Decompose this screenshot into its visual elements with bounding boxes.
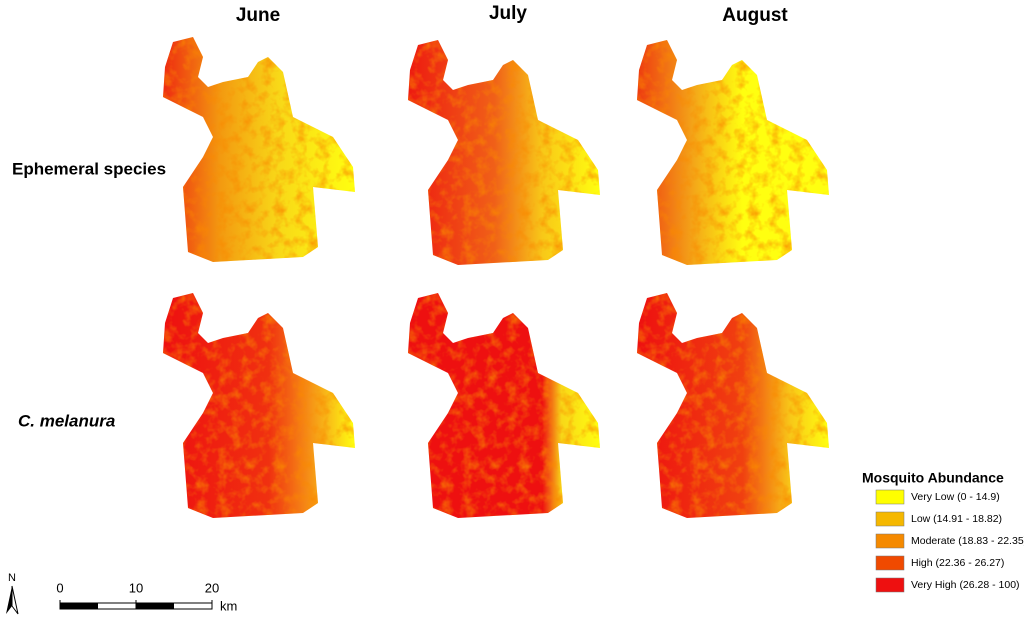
legend: Very Low (0 - 14.9) Low (14.91 - 18.82) Mo… xyxy=(875,489,1024,593)
column-header: August xyxy=(722,5,788,26)
north-label: N xyxy=(8,572,16,584)
scale-label: 20 xyxy=(205,580,219,595)
scale-label: 0 xyxy=(56,580,63,595)
north-arrow-left xyxy=(6,586,12,614)
maps xyxy=(163,37,829,518)
legend-swatch xyxy=(875,555,905,571)
legend-label: Moderate (18.83 - 22.35) xyxy=(911,535,1024,547)
legend-label: Low (14.91 - 18.82) xyxy=(911,513,1002,525)
column-header: July xyxy=(489,3,527,24)
scale-label: 10 xyxy=(129,580,143,595)
scale-unit: km xyxy=(220,598,237,613)
legend-title: Mosquito Abundance xyxy=(862,470,1004,486)
legend-swatch xyxy=(875,489,905,505)
legend-swatch xyxy=(875,533,905,549)
legend-label: Very Low (0 - 14.9) xyxy=(911,491,1000,503)
legend-swatch xyxy=(875,511,905,527)
legend-swatch xyxy=(875,577,905,593)
map-panel xyxy=(163,37,355,262)
scale-bar-segment xyxy=(60,603,98,609)
scale-bar-segment xyxy=(136,603,174,609)
row-label: Ephemeral species xyxy=(12,159,166,178)
map-panel xyxy=(637,40,829,265)
column-header: June xyxy=(236,5,280,26)
legend-label: Very High (26.28 - 100) xyxy=(911,579,1020,591)
north-arrow: N xyxy=(6,572,19,615)
map-panel xyxy=(408,293,600,518)
map-panel xyxy=(637,293,829,518)
map-panel xyxy=(408,40,600,265)
north-arrow-right xyxy=(11,585,19,615)
map-panel xyxy=(163,293,355,518)
legend-label: High (22.36 - 26.27) xyxy=(911,557,1004,569)
row-label: C. melanura xyxy=(18,411,115,430)
